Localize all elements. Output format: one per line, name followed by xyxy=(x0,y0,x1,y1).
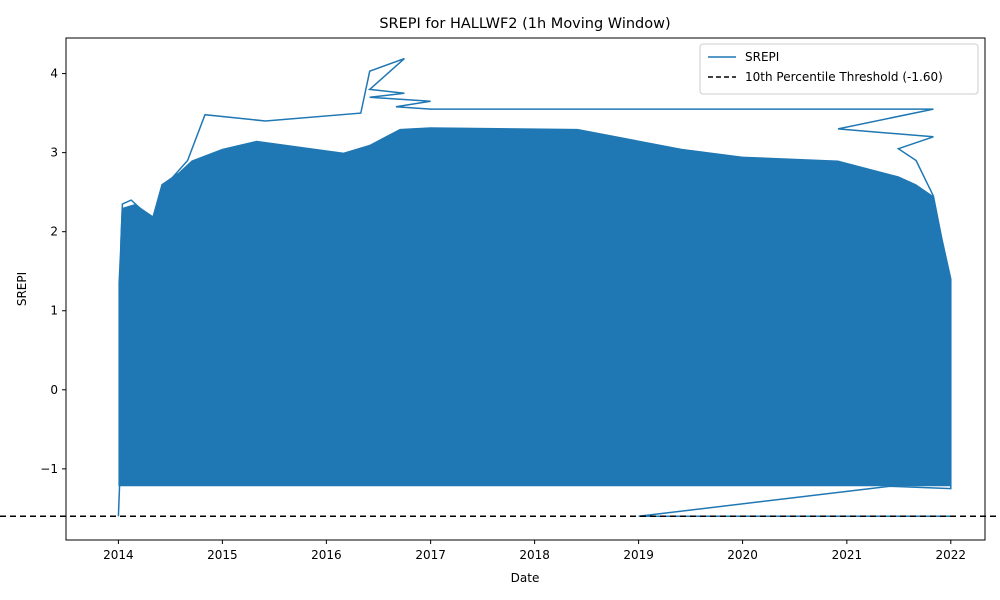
chart-title: SREPI for HALLWF2 (1h Moving Window) xyxy=(379,16,670,32)
y-tick-label: 3 xyxy=(50,146,58,160)
x-tick-label: 2022 xyxy=(936,548,967,562)
x-tick-label: 2014 xyxy=(103,548,134,562)
srepi-density-band xyxy=(118,127,951,487)
x-tick-label: 2021 xyxy=(832,548,863,562)
x-tick-label: 2019 xyxy=(623,548,654,562)
legend-label-srepi: SREPI xyxy=(745,50,779,64)
y-axis-label: SREPI xyxy=(15,272,29,306)
legend: SREPI 10th Percentile Threshold (-1.60) xyxy=(699,43,979,95)
legend-box xyxy=(699,43,979,95)
srepi-line xyxy=(117,57,952,518)
x-axis: 2014 2015 2016 2017 2018 2019 2020 2021 2022 xyxy=(103,540,966,562)
y-tick-label: 2 xyxy=(50,225,58,239)
y-tick-label: 4 xyxy=(50,67,58,81)
x-tick-label: 2017 xyxy=(415,548,446,562)
y-axis: −1 0 1 2 3 4 xyxy=(40,67,66,476)
series-layer xyxy=(117,57,952,518)
x-tick-label: 2016 xyxy=(311,548,342,562)
srepi-density-area xyxy=(118,127,951,487)
x-tick-label: 2020 xyxy=(727,548,758,562)
legend-label-threshold: 10th Percentile Threshold (-1.60) xyxy=(745,70,943,84)
x-tick-label: 2015 xyxy=(207,548,238,562)
plot-frame xyxy=(65,37,986,541)
y-tick-label: −1 xyxy=(40,462,58,476)
y-tick-label: 1 xyxy=(50,304,58,318)
x-axis-label: Date xyxy=(511,571,540,585)
y-tick-label: 0 xyxy=(50,383,58,397)
x-tick-label: 2018 xyxy=(519,548,550,562)
